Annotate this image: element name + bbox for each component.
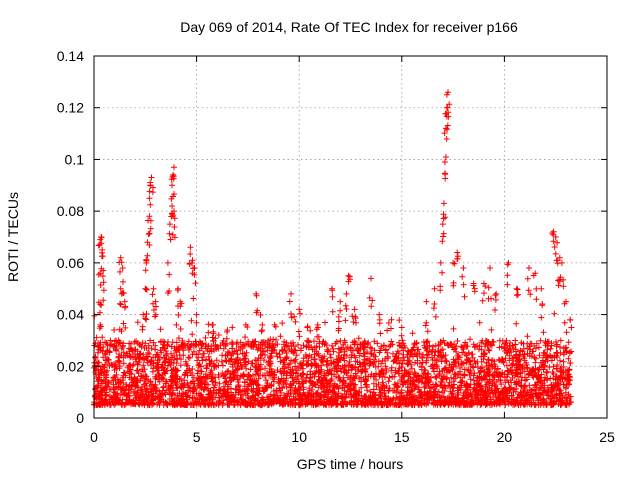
- y-axis-label: ROTI / TECUs: [5, 192, 21, 282]
- x-axis-ticks: 0 5 10 15 20 25: [90, 56, 615, 445]
- y-tick-label: 0.06: [57, 255, 84, 271]
- x-tick-label: 25: [599, 429, 615, 445]
- y-tick-label: 0.02: [57, 358, 84, 374]
- x-tick-label: 5: [193, 429, 201, 445]
- y-tick-label: 0.08: [57, 203, 84, 219]
- y-tick-label: 0.04: [57, 307, 84, 323]
- x-tick-label: 15: [394, 429, 410, 445]
- y-tick-label: 0.12: [57, 100, 84, 116]
- data-points: [91, 89, 575, 409]
- y-tick-label: 0.14: [57, 48, 84, 64]
- y-axis-ticks: 0 0.02 0.04 0.06 0.08 0.1 0.12 0.14: [57, 48, 607, 426]
- x-tick-label: 0: [90, 429, 98, 445]
- roti-scatter-series: [91, 89, 575, 409]
- x-tick-label: 10: [291, 429, 307, 445]
- x-axis-label: GPS time / hours: [297, 456, 404, 472]
- chart-title: Day 069 of 2014, Rate Of TEC Index for r…: [180, 19, 518, 35]
- plot-frame: [93, 55, 608, 419]
- y-tick-label: 0.1: [65, 151, 85, 167]
- y-tick-label: 0: [76, 410, 84, 426]
- x-tick-label: 20: [497, 429, 513, 445]
